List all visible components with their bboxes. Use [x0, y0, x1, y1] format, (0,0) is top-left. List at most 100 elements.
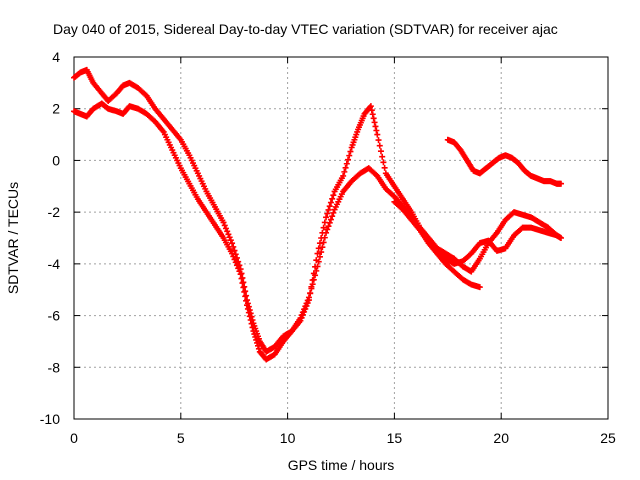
- data-point: [345, 156, 352, 163]
- data-point: [372, 123, 379, 130]
- y-tick-label: -2: [48, 204, 61, 220]
- data-point: [243, 297, 250, 304]
- data-point: [369, 111, 376, 118]
- data-point: [253, 336, 260, 343]
- plot-area-border: [73, 56, 609, 420]
- data-point: [324, 226, 331, 233]
- data-point: [221, 222, 228, 229]
- data-point: [319, 244, 326, 251]
- data-points: [71, 66, 565, 363]
- series-track-3: [444, 136, 565, 187]
- data-point: [377, 148, 384, 155]
- data-point: [326, 203, 333, 210]
- data-point: [309, 281, 316, 288]
- data-point: [381, 164, 388, 171]
- data-point: [246, 313, 253, 320]
- data-point: [226, 234, 233, 241]
- data-point: [314, 263, 321, 270]
- data-point: [316, 253, 323, 260]
- data-point: [315, 245, 322, 252]
- data-point: [312, 272, 319, 279]
- y-tick-label: 4: [52, 49, 60, 65]
- tick-labels: 0 5 10 15 20 25 -10 -8 -6 -4 -2 0 2 4: [40, 49, 616, 446]
- chart-title: Day 040 of 2015, Sidereal Day-to-day VTE…: [53, 21, 558, 37]
- data-point: [248, 320, 255, 327]
- data-point: [321, 234, 328, 241]
- data-point: [558, 180, 565, 187]
- data-point: [346, 152, 353, 159]
- data-point: [254, 339, 261, 346]
- data-point: [242, 293, 249, 300]
- data-point: [255, 342, 262, 349]
- data-point: [255, 345, 262, 352]
- data-point: [326, 219, 333, 226]
- data-point: [249, 324, 256, 331]
- data-point: [373, 127, 380, 134]
- y-tick-label: -4: [48, 256, 61, 272]
- data-point: [244, 305, 251, 312]
- data-point: [222, 225, 229, 232]
- data-point: [307, 290, 314, 297]
- data-point: [379, 153, 386, 160]
- data-point: [371, 119, 378, 126]
- x-axis-title: GPS time / hours: [288, 457, 395, 473]
- data-point: [318, 249, 325, 256]
- data-point: [310, 276, 317, 283]
- x-tick-label: 10: [280, 430, 296, 446]
- data-point: [340, 172, 347, 179]
- data-point: [376, 142, 383, 149]
- data-point: [315, 258, 322, 265]
- data-point: [368, 107, 375, 114]
- data-point: [245, 309, 252, 316]
- data-point: [323, 229, 330, 236]
- data-point: [320, 239, 327, 246]
- series-track-4: [391, 198, 560, 267]
- y-tick-label: 2: [52, 101, 60, 117]
- x-tick-label: 5: [177, 430, 185, 446]
- grid-lines: [74, 57, 608, 419]
- data-point: [342, 164, 349, 171]
- data-point: [313, 267, 320, 274]
- data-point: [553, 232, 560, 239]
- y-tick-label: -10: [40, 411, 60, 427]
- data-point: [330, 209, 337, 216]
- data-point: [247, 317, 254, 324]
- data-point: [370, 115, 377, 122]
- data-point: [314, 250, 321, 257]
- data-point: [308, 285, 315, 292]
- data-point: [347, 148, 354, 155]
- data-point: [250, 328, 257, 335]
- data-point: [323, 214, 330, 221]
- data-point: [224, 228, 231, 235]
- data-point: [238, 275, 245, 282]
- data-point: [329, 213, 336, 220]
- data-point: [341, 168, 348, 175]
- data-point: [325, 206, 332, 213]
- data-point: [325, 223, 332, 230]
- data-point: [240, 284, 247, 291]
- y-tick-label: 0: [52, 152, 60, 168]
- data-point: [251, 331, 258, 338]
- x-tick-label: 15: [387, 430, 403, 446]
- data-point: [252, 333, 259, 340]
- data-point: [320, 224, 327, 231]
- axis-ticks: [73, 56, 609, 420]
- data-point: [330, 192, 337, 199]
- y-axis-title: SDTVAR / TECUs: [5, 182, 21, 294]
- data-point: [244, 302, 251, 309]
- data-point: [327, 216, 334, 223]
- data-point: [476, 284, 483, 291]
- data-point: [237, 271, 244, 278]
- x-tick-label: 25: [600, 430, 616, 446]
- y-tick-label: -6: [48, 308, 61, 324]
- x-tick-label: 20: [493, 430, 509, 446]
- data-point: [374, 131, 381, 138]
- data-point: [225, 231, 232, 238]
- data-point: [343, 160, 350, 167]
- data-point: [229, 240, 236, 247]
- data-point: [367, 103, 374, 110]
- data-point: [324, 210, 331, 217]
- data-point: [380, 159, 387, 166]
- data-point: [327, 199, 334, 206]
